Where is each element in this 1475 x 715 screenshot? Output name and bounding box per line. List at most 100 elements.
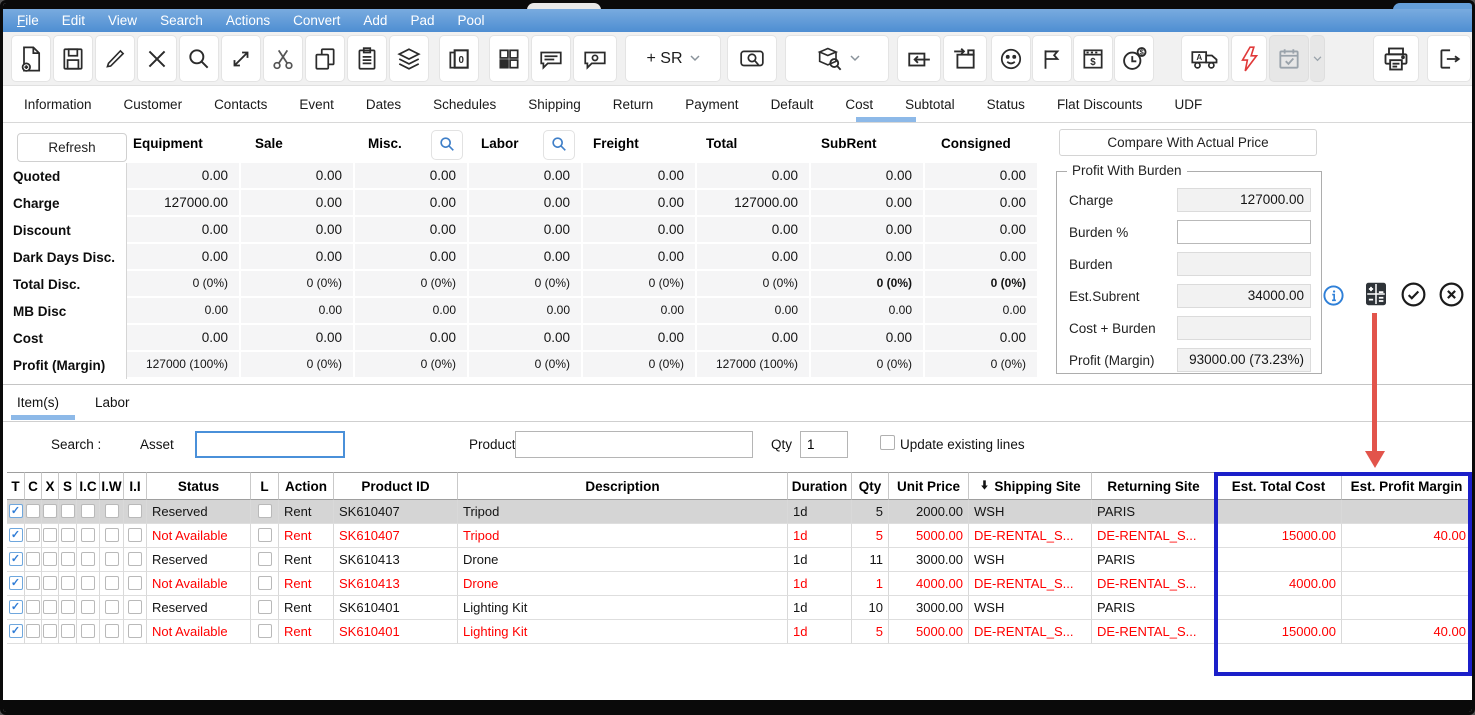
header-unit-price[interactable]: Unit Price xyxy=(889,472,969,500)
zoom-view-button[interactable] xyxy=(727,35,777,82)
calendar-confirm-button[interactable] xyxy=(1269,35,1309,82)
tab-event[interactable]: Event xyxy=(299,97,334,112)
table-row[interactable]: Not Available Rent SK610407 Tripod 1d 5 … xyxy=(7,524,1472,548)
header-c[interactable]: C xyxy=(25,472,42,500)
grid-view-button[interactable] xyxy=(489,35,529,82)
flag-button[interactable] xyxy=(1032,35,1072,82)
row-checkbox[interactable] xyxy=(8,600,23,614)
info-icon[interactable] xyxy=(1322,284,1345,312)
table-row[interactable]: Not Available Rent SK610401 Lighting Kit… xyxy=(7,620,1472,644)
asset-input[interactable] xyxy=(195,431,345,458)
header-action[interactable]: Action xyxy=(279,472,334,500)
cancel-icon[interactable] xyxy=(1437,280,1466,314)
edit-button[interactable] xyxy=(95,35,135,82)
tab-cost[interactable]: Cost xyxy=(845,97,874,112)
calculate-burden-button[interactable] xyxy=(1361,279,1391,314)
exit-button[interactable] xyxy=(1427,35,1471,82)
table-row[interactable]: Not Available Rent SK610413 Drone 1d 1 4… xyxy=(7,572,1472,596)
tab-shipping[interactable]: Shipping xyxy=(528,97,581,112)
menu-view[interactable]: View xyxy=(108,13,138,28)
product-input[interactable] xyxy=(515,431,753,458)
tab-status[interactable]: Status xyxy=(986,97,1025,112)
row-checkbox[interactable] xyxy=(8,624,23,638)
tab-subtotal[interactable]: Subtotal xyxy=(905,97,955,112)
save-button[interactable] xyxy=(53,35,93,82)
table-row[interactable]: Reserved Rent SK610407 Tripod 1d 5 2000.… xyxy=(7,500,1472,524)
menu-actions[interactable]: Actions xyxy=(225,13,271,28)
row-checkbox[interactable] xyxy=(8,552,23,566)
qty-input[interactable] xyxy=(800,431,848,458)
row-checkbox[interactable] xyxy=(8,528,23,542)
tab-payment[interactable]: Payment xyxy=(685,97,739,112)
update-existing-lines-checkbox[interactable] xyxy=(880,435,895,450)
insert-line-button[interactable] xyxy=(897,35,941,82)
table-row[interactable]: Reserved Rent SK610401 Lighting Kit 1d 1… xyxy=(7,596,1472,620)
invoice-button[interactable]: $ xyxy=(1073,35,1113,82)
header-qty[interactable]: Qty xyxy=(852,472,889,500)
row-checkbox[interactable] xyxy=(8,576,23,590)
menu-pool[interactable]: Pool xyxy=(457,13,485,28)
menu-convert[interactable]: Convert xyxy=(293,13,341,28)
tab-contacts[interactable]: Contacts xyxy=(214,97,268,112)
header-ii[interactable]: I.I xyxy=(124,472,147,500)
burden-pct-field[interactable] xyxy=(1177,220,1311,244)
transport-button[interactable]: A xyxy=(1181,35,1229,82)
tab-flat-discounts[interactable]: Flat Discounts xyxy=(1056,97,1143,112)
header-t[interactable]: T xyxy=(7,472,25,500)
add-subrental-button[interactable]: + SR xyxy=(625,35,721,82)
header-l[interactable]: L xyxy=(251,472,279,500)
contact-happy-button[interactable] xyxy=(991,35,1031,82)
menu-add[interactable]: Add xyxy=(363,13,388,28)
billing-time-button[interactable]: $ xyxy=(1114,35,1154,82)
cut-button[interactable] xyxy=(263,35,303,82)
calendar-confirm-dropdown[interactable] xyxy=(1310,35,1325,82)
tab-customer[interactable]: Customer xyxy=(123,97,183,112)
tab-labor[interactable]: Labor xyxy=(95,395,130,410)
menu-search[interactable]: Search xyxy=(160,13,203,28)
expand-button[interactable] xyxy=(221,35,261,82)
menu-file[interactable]: File xyxy=(17,13,39,28)
compare-actual-price-button[interactable]: Compare With Actual Price xyxy=(1059,129,1317,156)
add-subrental-label: + SR xyxy=(646,49,683,67)
tab-default[interactable]: Default xyxy=(770,97,814,112)
menu-edit[interactable]: Edit xyxy=(61,13,86,28)
search-button[interactable] xyxy=(179,35,219,82)
product-search-button[interactable] xyxy=(785,35,889,82)
header-product-id[interactable]: Product ID xyxy=(334,472,458,500)
header-est-profit-margin[interactable]: Est. Profit Margin xyxy=(1342,472,1472,500)
comment-button[interactable] xyxy=(531,35,571,82)
misc-search-button[interactable] xyxy=(431,130,463,160)
header-x[interactable]: X xyxy=(42,472,59,500)
header-status[interactable]: Status xyxy=(147,472,251,500)
duplicate-zero-button[interactable]: 0 xyxy=(439,35,479,82)
header-returning-site[interactable]: Returning Site xyxy=(1092,472,1216,500)
header-duration[interactable]: Duration xyxy=(788,472,852,500)
row-checkbox[interactable] xyxy=(8,504,23,518)
tab-udf[interactable]: UDF xyxy=(1174,97,1203,112)
box-in-button[interactable] xyxy=(943,35,987,82)
new-booking-button[interactable] xyxy=(11,35,51,82)
tab-information[interactable]: Information xyxy=(24,97,92,112)
layers-button[interactable] xyxy=(389,35,429,82)
header-shipping-site[interactable]: Shipping Site xyxy=(969,472,1092,500)
confirm-icon[interactable] xyxy=(1399,280,1428,314)
tab-schedules[interactable]: Schedules xyxy=(433,97,497,112)
header-description[interactable]: Description xyxy=(458,472,788,500)
header-est-total-cost[interactable]: Est. Total Cost xyxy=(1216,472,1342,500)
header-iw[interactable]: I.W xyxy=(100,472,124,500)
menu-pad[interactable]: Pad xyxy=(410,13,435,28)
paste-button[interactable] xyxy=(347,35,387,82)
refresh-button[interactable]: Refresh xyxy=(17,133,127,162)
table-row[interactable]: Reserved Rent SK610413 Drone 1d 11 3000.… xyxy=(7,548,1472,572)
print-button[interactable] xyxy=(1373,35,1419,82)
tab-items[interactable]: Item(s) xyxy=(17,395,59,410)
header-s[interactable]: S xyxy=(59,472,77,500)
tab-dates[interactable]: Dates xyxy=(365,97,402,112)
rush-button[interactable] xyxy=(1231,35,1267,82)
delete-button[interactable] xyxy=(137,35,177,82)
labor-search-button[interactable] xyxy=(543,130,575,160)
tab-return[interactable]: Return xyxy=(612,97,654,112)
note-button[interactable] xyxy=(573,35,617,82)
header-ic[interactable]: I.C xyxy=(77,472,100,500)
copy-button[interactable] xyxy=(305,35,345,82)
